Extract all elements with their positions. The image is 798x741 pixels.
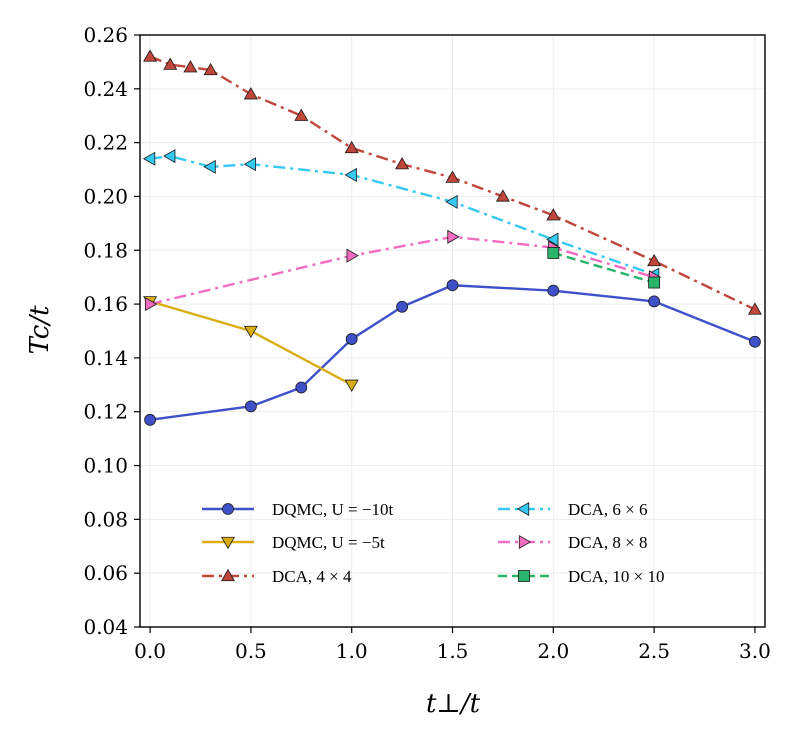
- data-point: [244, 400, 257, 413]
- data-point: [144, 297, 158, 312]
- data-point: [346, 248, 359, 263]
- data-point: [395, 157, 410, 170]
- y-tick-label: 0.08: [83, 507, 128, 531]
- data-point: [747, 302, 762, 315]
- data-point: [163, 149, 176, 164]
- data-point: [446, 279, 459, 292]
- data-point: [294, 108, 309, 121]
- data-point: [183, 60, 198, 73]
- y-tick-label: 0.12: [83, 400, 128, 424]
- x-tick-label: 0.0: [134, 639, 166, 663]
- data-point: [396, 300, 408, 313]
- legend-entry: DCA, 6 × 6: [498, 500, 647, 519]
- data-point: [144, 413, 156, 426]
- y-tick-label: 0.26: [83, 23, 128, 47]
- data-point: [243, 157, 257, 172]
- legend-marker: [518, 534, 532, 550]
- data-point: [445, 194, 458, 209]
- data-point: [546, 208, 561, 221]
- series-line: [552, 251, 655, 284]
- data-point: [243, 325, 258, 339]
- legend-label: DQMC, U = −10t: [272, 500, 393, 519]
- legend-entry: DQMC, U = −5t: [202, 533, 385, 552]
- data-point: [203, 62, 218, 76]
- series-1: [144, 279, 761, 426]
- data-point: [295, 381, 308, 394]
- data-point: [344, 379, 359, 392]
- data-point: [345, 333, 358, 345]
- y-tick-label: 0.24: [83, 77, 128, 101]
- data-point: [547, 284, 560, 297]
- y-axis-title: Tc/t: [25, 305, 55, 355]
- data-point: [749, 335, 761, 348]
- data-point: [546, 232, 559, 247]
- x-tick-label: 2.5: [638, 639, 670, 663]
- y-tick-label: 0.20: [83, 184, 128, 208]
- legend-entry: DCA, 8 × 8: [498, 533, 647, 552]
- legend-entry: DCA, 4 × 4: [202, 567, 352, 586]
- legend-marker: [220, 568, 236, 582]
- x-tick-label: 2.0: [537, 639, 569, 663]
- data-point: [445, 170, 460, 183]
- data-point: [495, 189, 510, 202]
- series-3: [143, 49, 762, 315]
- data-point: [243, 87, 258, 100]
- x-tick-label: 0.5: [235, 639, 267, 663]
- data-point: [647, 253, 662, 267]
- legend-label: DCA, 6 × 6: [568, 500, 647, 519]
- data-point: [648, 295, 661, 308]
- y-tick-label: 0.14: [83, 346, 128, 370]
- y-tick-label: 0.18: [83, 238, 128, 262]
- series-5: [144, 229, 662, 312]
- legend-label: DCA, 10 × 10: [568, 567, 664, 586]
- x-tick-label: 3.0: [739, 639, 771, 663]
- legend-marker: [516, 501, 530, 517]
- data-point: [142, 151, 156, 166]
- x-tick-label: 1.5: [437, 639, 469, 663]
- data-point: [203, 159, 216, 174]
- series-6: [547, 247, 661, 289]
- legend-label: DCA, 8 × 8: [568, 533, 647, 552]
- x-axis-title: t⊥/t: [426, 689, 481, 719]
- data-point: [648, 276, 661, 289]
- data-point: [447, 229, 460, 244]
- y-tick-label: 0.10: [83, 454, 128, 478]
- data-point: [547, 247, 560, 259]
- legend-label: DQMC, U = −5t: [272, 533, 385, 552]
- legend-entry: DCA, 10 × 10: [498, 567, 664, 586]
- data-point: [344, 140, 359, 154]
- data-point: [143, 49, 158, 62]
- series-layer: [142, 49, 762, 426]
- legend-label: DCA, 4 × 4: [272, 567, 352, 586]
- data-point: [344, 167, 357, 182]
- legend-marker: [222, 503, 234, 515]
- legend: DQMC, U = −10t DQMC, U = −5t DCA, 4 × 4 DCA…: [202, 500, 664, 586]
- data-point: [163, 57, 178, 70]
- y-tick-label: 0.22: [83, 131, 128, 155]
- y-tick-label: 0.16: [83, 292, 128, 316]
- y-tick-label: 0.04: [83, 615, 128, 639]
- series-line: [149, 154, 655, 276]
- x-tick-label: 1.0: [336, 639, 368, 663]
- ticks: 0.0 0.5 1.0 1.5 2.0 2.5 3.0 0.04 0.06 0.08 0.10 0.1…: [83, 23, 770, 663]
- legend-marker: [220, 536, 236, 550]
- legend-marker: [518, 570, 530, 582]
- legend-entry: DQMC, U = −10t: [202, 500, 393, 519]
- y-tick-label: 0.06: [83, 561, 128, 585]
